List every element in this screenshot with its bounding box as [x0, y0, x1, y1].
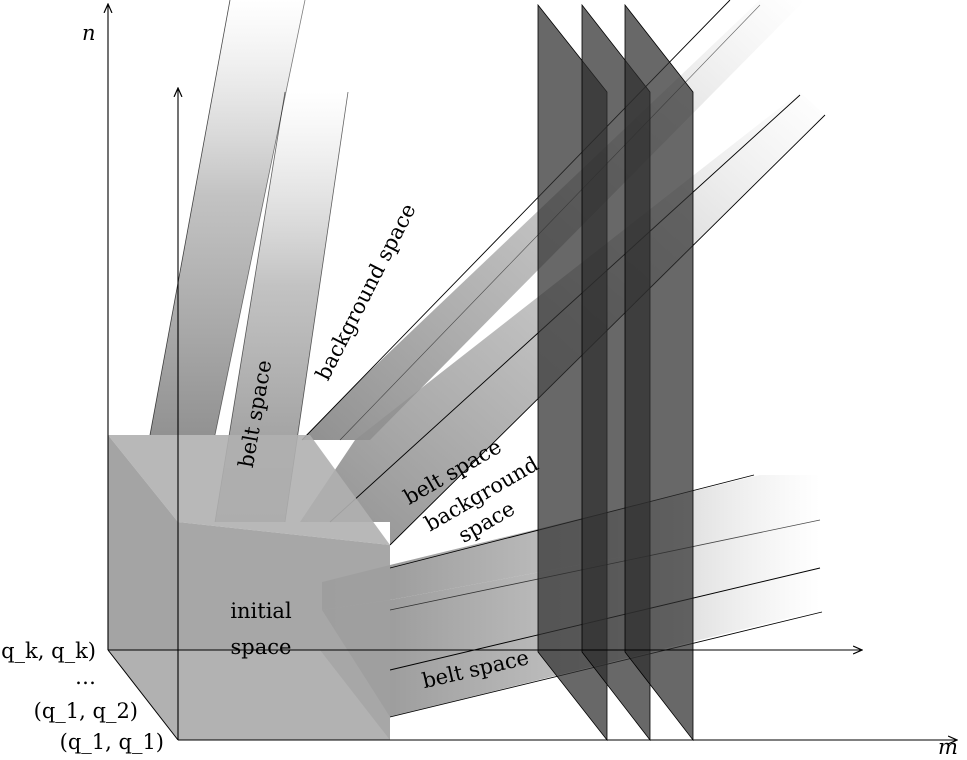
depth-label-q12: (q_1, q_2) — [34, 699, 138, 723]
vertical-belt-front — [215, 92, 348, 522]
depth-label-dots: … — [75, 665, 96, 689]
depth-label-qk: (q_k, q_k) — [0, 639, 96, 663]
vertical-belt-back — [150, 0, 305, 435]
m-axis-label: m — [938, 735, 958, 759]
plane-3 — [624, 3, 694, 742]
axes — [108, 4, 957, 740]
initial-space-label-line2: space — [231, 635, 292, 659]
dark-planes — [537, 3, 694, 742]
depth-label-q11: (q_1, q_1) — [60, 730, 164, 754]
initial-space-label-line1: initial — [230, 599, 292, 623]
n-axis-label: n — [82, 21, 96, 45]
